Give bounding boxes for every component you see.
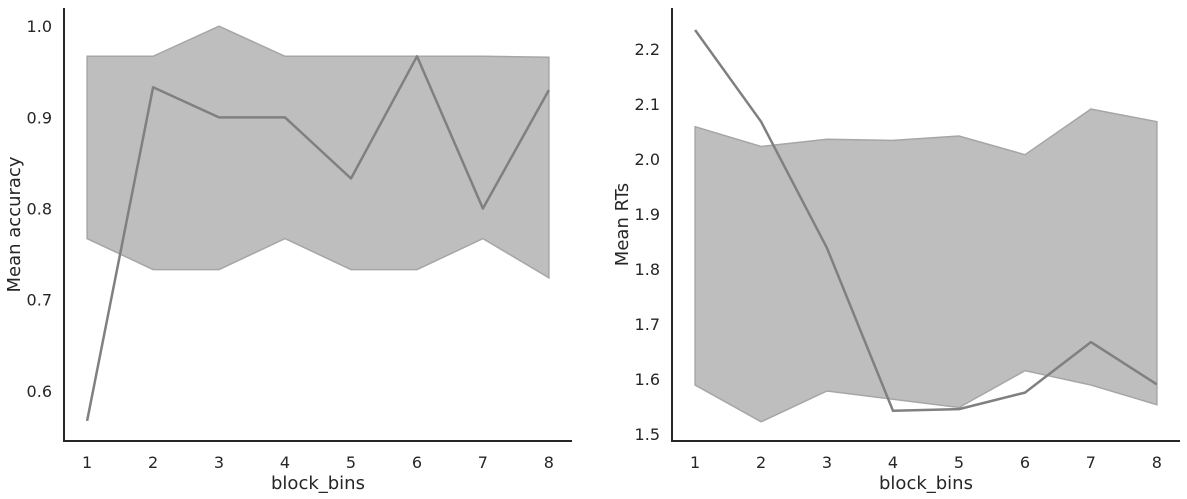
accuracy-ci-band (86, 25, 550, 280)
rt-x-axis-label: block_bins (879, 473, 973, 494)
rt-y-tick-label: 2.1 (635, 95, 660, 114)
rt-y-tick-label: 1.5 (635, 425, 660, 444)
accuracy-y-axis-label: Mean accuracy (4, 156, 25, 292)
rt-y-axis-label: Mean RTs (612, 183, 633, 266)
rt-x-tick-label: 3 (822, 453, 832, 472)
rt-y-tick-label: 2.2 (635, 40, 660, 59)
rt-y-tick-label: 1.9 (635, 205, 660, 224)
rt-y-tick-label: 1.8 (635, 260, 660, 279)
accuracy-y-tick-label: 1.0 (27, 17, 52, 36)
rt-x-tick-label: 7 (1086, 453, 1096, 472)
rt-mean-line (694, 29, 1158, 413)
accuracy-x-tick-label: 8 (544, 453, 554, 472)
rt-x-tick-label: 5 (954, 453, 964, 472)
accuracy-x-tick-label: 5 (346, 453, 356, 472)
rt-ci-band (694, 108, 1158, 423)
rt-x-tick-label: 6 (1020, 453, 1030, 472)
rt-y-tick-label: 1.7 (635, 315, 660, 334)
accuracy-y-tick-label: 0.9 (27, 108, 52, 127)
accuracy-panel: 1 2 3 4 5 6 7 8 0.6 0.7 0.8 0.9 1.0 block_bins Mean ac… (4, 8, 572, 494)
accuracy-x-tick-label: 1 (82, 453, 92, 472)
rt-x-tick-label: 4 (888, 453, 898, 472)
rt-y-tick-label: 2.0 (635, 150, 660, 169)
accuracy-x-tick-label: 4 (280, 453, 290, 472)
accuracy-x-tick-label: 3 (214, 453, 224, 472)
rt-y-tick-label: 1.6 (635, 370, 660, 389)
accuracy-x-tick-label: 7 (478, 453, 488, 472)
accuracy-mean-line (85, 55, 550, 422)
accuracy-y-tick-label: 0.8 (27, 200, 52, 219)
rt-x-tick-label: 8 (1152, 453, 1162, 472)
rt-x-tick-label: 1 (690, 453, 700, 472)
accuracy-y-tick-label: 0.6 (27, 382, 52, 401)
accuracy-x-tick-label: 2 (148, 453, 158, 472)
accuracy-x-tick-label: 6 (412, 453, 422, 472)
rt-panel: 1 2 3 4 5 6 7 8 1.5 1.6 1.7 1.8 1.9 2.0 2.1 2.2 block_bi… (612, 8, 1180, 494)
accuracy-y-tick-label: 0.7 (27, 291, 52, 310)
accuracy-x-axis-label: block_bins (271, 473, 365, 494)
rt-x-tick-label: 2 (756, 453, 766, 472)
